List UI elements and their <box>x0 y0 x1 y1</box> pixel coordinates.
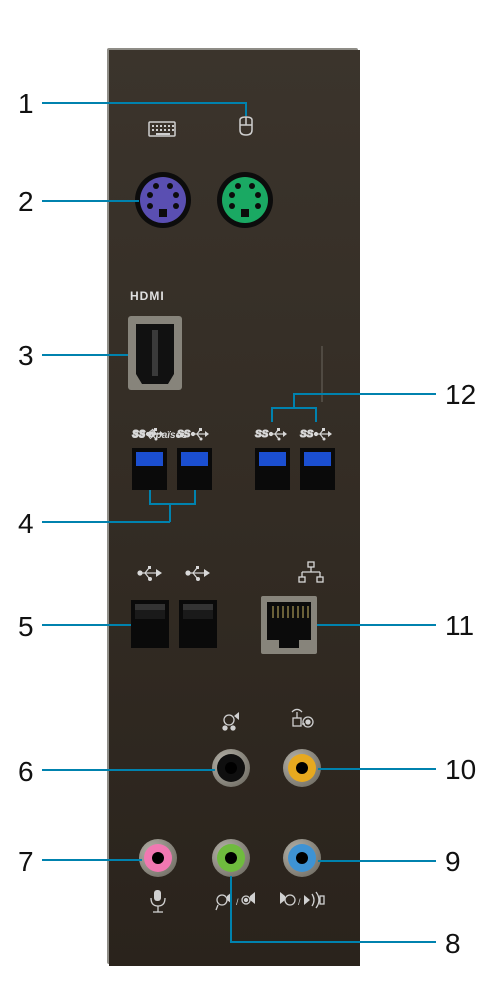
audio-icon-rear <box>223 712 239 730</box>
svg-text:SS: SS <box>132 429 146 440</box>
hdmi-label: HDMI <box>130 289 165 303</box>
usb2-icons <box>138 566 210 581</box>
audio-jack-mic <box>139 839 177 877</box>
callout-9: 9 <box>445 848 461 876</box>
overlay: HDMI SS�països SS SS <box>0 0 501 1001</box>
usb3-port-3 <box>255 448 290 490</box>
svg-text:SS: SS <box>255 429 269 440</box>
audio-icon-line: / <box>280 892 324 908</box>
usb2-port-1 <box>131 600 169 648</box>
svg-text:/: / <box>236 897 239 907</box>
mouse-icon <box>240 117 252 135</box>
svg-text:SS: SS <box>177 429 191 440</box>
callout-1: 1 <box>18 90 34 118</box>
callout-12: 12 <box>445 381 476 409</box>
keyboard-icon <box>149 122 175 136</box>
audio-jack-rear <box>212 749 250 787</box>
svg-text:/: / <box>298 897 301 907</box>
ethernet-port <box>261 596 317 654</box>
audio-jack-front <box>212 839 250 877</box>
audio-icon-center <box>292 710 313 728</box>
callout-2: 2 <box>18 188 34 216</box>
callout-5: 5 <box>18 613 34 641</box>
usb3-port-1 <box>132 448 167 490</box>
ps2-mouse-port <box>217 172 273 228</box>
usb2-port-2 <box>179 600 217 648</box>
audio-jack-center <box>283 749 321 787</box>
ps2-keyboard-port <box>135 172 191 228</box>
usb3-ports <box>132 448 335 490</box>
leader-lines <box>42 103 436 942</box>
callout-7: 7 <box>18 848 34 876</box>
audio-jack-line <box>283 839 321 877</box>
svg-text:SS: SS <box>300 429 314 440</box>
ethernet-icon <box>299 562 323 582</box>
usb3-port-2 <box>177 448 212 490</box>
callout-11: 11 <box>445 612 474 640</box>
usb3-port-4 <box>300 448 335 490</box>
callout-10: 10 <box>445 756 476 784</box>
callout-6: 6 <box>18 758 34 786</box>
callout-3: 3 <box>18 342 34 370</box>
audio-icon-front: / <box>216 892 255 910</box>
audio-icon-mic <box>151 890 165 912</box>
hdmi-port <box>128 316 182 390</box>
usb2-ports <box>131 600 217 648</box>
callout-8: 8 <box>445 930 461 958</box>
callout-4: 4 <box>18 510 34 538</box>
